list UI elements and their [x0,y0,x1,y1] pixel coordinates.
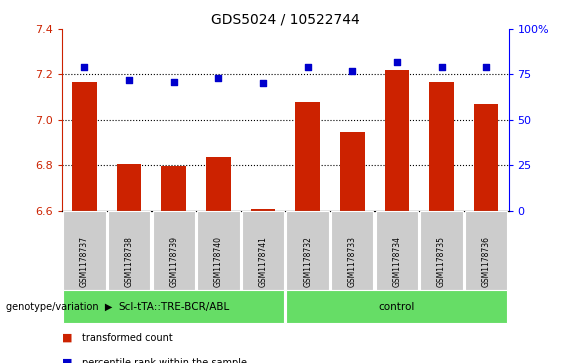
Point [303,64,312,70]
Text: percentile rank within the sample: percentile rank within the sample [82,358,247,363]
Bar [385,70,409,211]
Text: ■: ■ [62,358,73,363]
Text: GSM1178737: GSM1178737 [80,236,89,287]
Text: GSM1178732: GSM1178732 [303,236,312,287]
Bar [251,209,275,211]
Text: control: control [379,302,415,312]
Point [481,64,490,70]
Point [392,59,401,65]
Point [259,81,268,86]
Text: GSM1178735: GSM1178735 [437,236,446,287]
Bar [295,102,320,211]
Text: GSM1178740: GSM1178740 [214,236,223,287]
Text: GSM1178739: GSM1178739 [170,236,178,287]
Text: ■: ■ [62,333,73,343]
Text: GSM1178733: GSM1178733 [348,236,357,287]
Text: GSM1178741: GSM1178741 [259,236,267,287]
Text: GSM1178738: GSM1178738 [125,236,133,287]
Title: GDS5024 / 10522744: GDS5024 / 10522744 [211,12,360,26]
Point [170,79,179,85]
Text: ScI-tTA::TRE-BCR/ABL: ScI-tTA::TRE-BCR/ABL [118,302,229,312]
Text: transformed count: transformed count [82,333,173,343]
Point [348,68,357,74]
Text: genotype/variation  ▶: genotype/variation ▶ [6,302,112,312]
Bar [429,82,454,211]
Bar [117,164,141,211]
Bar [162,166,186,211]
Point [125,77,134,83]
Bar [474,104,498,211]
Bar [72,82,97,211]
Point [214,75,223,81]
Text: GSM1178736: GSM1178736 [482,236,490,287]
Bar [206,157,231,211]
Bar [340,132,364,211]
Point [80,64,89,70]
Text: GSM1178734: GSM1178734 [393,236,401,287]
Point [437,64,446,70]
